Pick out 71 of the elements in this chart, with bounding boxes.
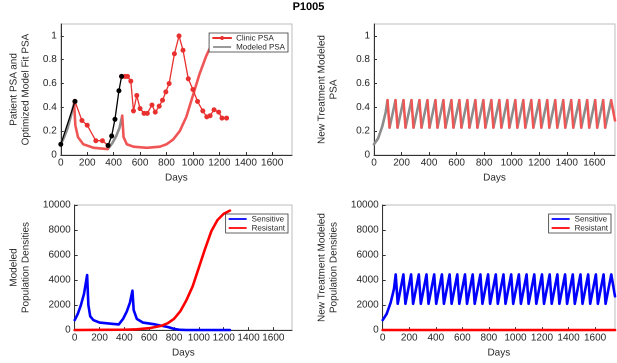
y-axis-title: Patient PSA and Optimized Model Fit PSA bbox=[8, 33, 32, 146]
x-tick-label: 1600 bbox=[261, 158, 284, 168]
x-tick-label: 1400 bbox=[557, 332, 580, 344]
x-tick-label: 200 bbox=[393, 158, 410, 168]
x-tick-label: 1400 bbox=[556, 158, 578, 168]
x-tick-label: 1600 bbox=[583, 158, 606, 168]
y-tick-label: 6000 bbox=[48, 250, 72, 261]
x-tick-label: 1000 bbox=[504, 332, 528, 344]
legend-label: Resistant bbox=[574, 224, 609, 232]
x-tick-label: 1200 bbox=[530, 332, 554, 344]
y-tick-label: 0.8 bbox=[42, 54, 58, 66]
x-tick-label: 600 bbox=[140, 332, 158, 344]
x-tick-label: 600 bbox=[454, 332, 472, 344]
x-tick-label: 1000 bbox=[188, 332, 210, 344]
x-tick-label: 400 bbox=[105, 158, 122, 168]
x-tick-label: 600 bbox=[448, 158, 466, 168]
x-tick-label: 1600 bbox=[262, 332, 285, 344]
y-axis-title: Modeled Population Densities bbox=[8, 222, 32, 314]
x-tick-label: 1400 bbox=[234, 158, 258, 168]
y-tick-label: 0 bbox=[65, 324, 72, 336]
legend-label: Clinic PSA bbox=[236, 34, 275, 42]
legend-label: Sensitive bbox=[574, 214, 608, 224]
y-tick-label: 0.4 bbox=[356, 102, 370, 113]
y-tick-label: 4000 bbox=[48, 274, 72, 286]
y-tick-label: 1 bbox=[364, 30, 370, 42]
y-tick-label: 6000 bbox=[356, 250, 380, 261]
y-tick-label: 0.6 bbox=[356, 78, 370, 90]
legend-label: Sensitive bbox=[252, 214, 285, 224]
y-tick-label: 0 bbox=[364, 150, 370, 160]
x-tick-label: 800 bbox=[158, 158, 176, 168]
x-tick-label: 1200 bbox=[208, 158, 231, 168]
x-tick-label: 200 bbox=[91, 332, 108, 344]
y-axis-title: New Treatment Modeled PSA bbox=[316, 35, 340, 144]
y-tick-label: 1 bbox=[51, 30, 58, 42]
legend-label: Resistant bbox=[252, 224, 286, 232]
x-tick-label: 1000 bbox=[182, 158, 204, 168]
x-tick-label: 1400 bbox=[237, 332, 260, 344]
y-tick-label: 0.4 bbox=[42, 102, 58, 113]
y-tick-label: 0.2 bbox=[356, 126, 370, 137]
x-tick-label: 1200 bbox=[528, 158, 551, 168]
x-tick-label: 200 bbox=[400, 332, 418, 344]
y-axis-title: New Treatment Modeled Population Densities bbox=[316, 213, 340, 322]
y-tick-label: 0.2 bbox=[42, 126, 58, 137]
x-tick-label: 800 bbox=[480, 332, 498, 344]
y-tick-label: 8000 bbox=[356, 224, 380, 236]
y-tick-label: 0.6 bbox=[42, 78, 58, 90]
y-tick-label: 8000 bbox=[48, 224, 72, 236]
y-tick-label: 2000 bbox=[356, 300, 380, 311]
x-tick-label: 400 bbox=[420, 158, 438, 168]
x-tick-label: 400 bbox=[427, 332, 445, 344]
y-tick-label: 10000 bbox=[350, 200, 380, 210]
x-axis-title: Days bbox=[165, 172, 188, 184]
x-axis-title: Days bbox=[483, 172, 506, 184]
legend-label: Modeled PSA bbox=[236, 42, 286, 52]
x-tick-label: 1000 bbox=[500, 158, 524, 168]
y-tick-label: 10000 bbox=[42, 200, 72, 210]
x-axis-title: Days bbox=[487, 348, 510, 358]
x-tick-label: 1600 bbox=[584, 332, 607, 344]
y-tick-label: 4000 bbox=[356, 274, 380, 286]
y-tick-label: 0 bbox=[51, 150, 58, 160]
x-tick-label: 800 bbox=[476, 158, 493, 168]
x-tick-label: 200 bbox=[78, 158, 96, 168]
x-tick-label: 400 bbox=[116, 332, 134, 344]
x-axis-title: Days bbox=[172, 348, 195, 358]
x-tick-label: 800 bbox=[166, 332, 183, 344]
chart-title: P1005 bbox=[292, 0, 326, 14]
x-tick-label: 1200 bbox=[212, 332, 236, 344]
y-tick-label: 2000 bbox=[48, 300, 72, 311]
x-tick-label: 600 bbox=[132, 158, 149, 168]
y-tick-label: 0.8 bbox=[356, 54, 370, 66]
y-tick-label: 0 bbox=[373, 324, 380, 336]
